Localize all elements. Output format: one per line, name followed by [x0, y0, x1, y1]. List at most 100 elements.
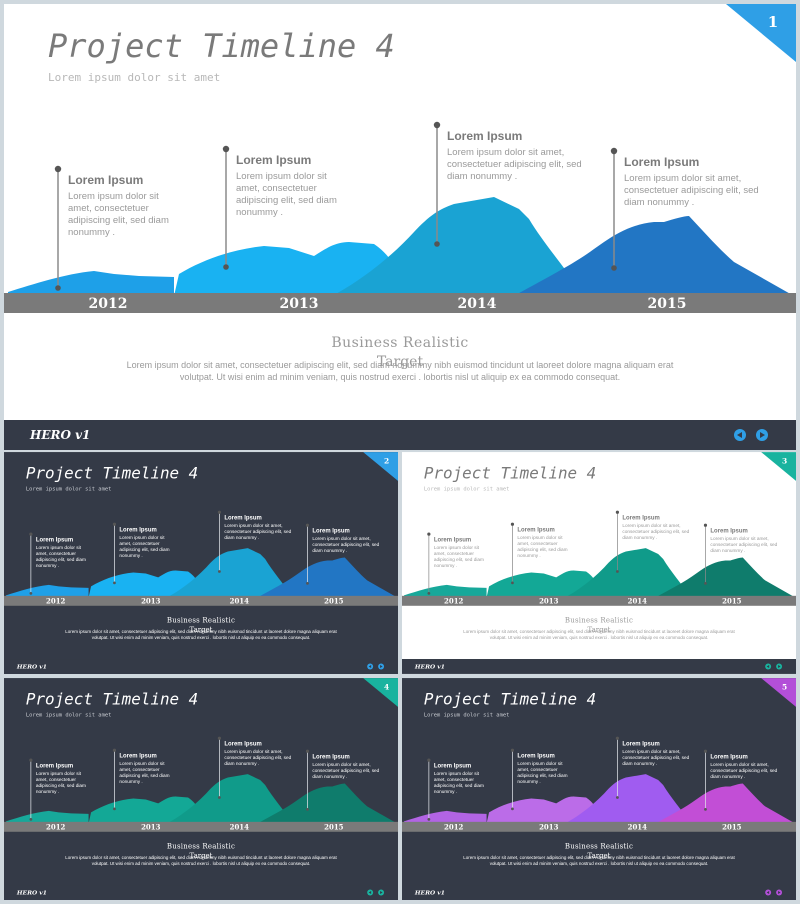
section-overlay-word: Target — [588, 626, 611, 634]
timeline-area-473 — [565, 548, 691, 598]
previous-slide-button[interactable] — [367, 663, 374, 670]
chevron-right-icon — [778, 664, 781, 668]
slide-canvas: 2 Project Timeline 4 Lorem ipsum dolor sit… — [4, 452, 398, 674]
callout-text-line: Lorem ipsum dolor sit amet, — [312, 762, 370, 768]
callout-text-line: amet, consectetuer — [434, 777, 475, 783]
callout-title: Lorem Ipsum — [119, 528, 156, 534]
slide-number: 5 — [782, 683, 787, 692]
timeline-area-104 — [403, 584, 487, 598]
pin-foot — [434, 241, 440, 247]
callout-text-line: Lorem ipsum dolor sit — [434, 545, 480, 551]
callout-text-line: Lorem ipsum dolor sit — [236, 171, 327, 182]
callout-text-line: amet, consectetuer — [517, 541, 558, 547]
chevron-left-icon — [368, 664, 372, 668]
previous-slide-button[interactable] — [734, 429, 746, 441]
slide-title: Project Timeline 4 — [424, 463, 596, 482]
pin-head — [703, 749, 708, 753]
slide-subtitle: Lorem ipsum dolor sit amet — [26, 486, 112, 492]
section-overlay-word: Target — [377, 354, 424, 370]
pin-head — [305, 749, 310, 753]
pin-head — [29, 532, 33, 536]
pin-head — [510, 748, 515, 752]
slide-number: 3 — [782, 457, 787, 466]
year-axis-band — [402, 821, 796, 832]
callout-text-line: amet, consectetuer — [36, 551, 77, 557]
callout-text-line: consectetuer adipiscing elit, sed — [447, 159, 582, 170]
pin-foot — [427, 817, 431, 821]
timeline-area-663 — [655, 557, 796, 598]
callout-text-line: Lorem ipsum dolor sit amet, — [447, 147, 564, 158]
slide-title-text: Project Timeline 4 — [26, 689, 198, 708]
timeline-area-473 — [167, 548, 293, 598]
callout-title: Lorem Ipsum — [312, 529, 349, 535]
pin-head — [427, 758, 431, 762]
slide-subtitle: Lorem ipsum dolor sit amet — [26, 712, 112, 718]
chevron-right-icon — [760, 432, 765, 438]
callout-text-line: Lorem ipsum dolor sit — [119, 535, 165, 541]
section-title: Business Realistic — [331, 335, 468, 351]
callout-text-line: adipiscing elit, sed diam — [517, 773, 567, 779]
slide-footer — [4, 885, 398, 900]
timeline-area-295 — [88, 570, 204, 598]
callout-text-line: adipiscing elit, sed diam — [68, 215, 169, 226]
callout-text-line: consectetuer adipiscing elit, sed — [710, 768, 777, 774]
next-slide-button[interactable] — [378, 889, 385, 896]
next-slide-button[interactable] — [776, 889, 783, 896]
callout-text-line: diam nonummy . — [224, 535, 259, 541]
callout-title: Lorem Ipsum — [710, 529, 747, 535]
callout-text-line: diam nonummy . — [312, 774, 347, 780]
pin-head — [217, 510, 221, 514]
timeline-area-104 — [5, 810, 89, 824]
callout-text-line: adipiscing elit, sed diam — [434, 783, 484, 789]
slide-title-text: Project Timeline 4 — [48, 27, 395, 65]
slide-number: 1 — [768, 13, 778, 31]
callout-text-line: consectetuer adipiscing elit, sed — [710, 542, 777, 548]
pin-foot — [218, 570, 221, 573]
year-label: 2015 — [324, 822, 344, 831]
callout-title: Lorem Ipsum — [710, 755, 747, 761]
callout-text-line: diam nonummy . — [224, 761, 259, 767]
slide-4[interactable]: 4 Project Timeline 4 Lorem ipsum dolor sit… — [4, 678, 398, 900]
slide-5[interactable]: 5 Project Timeline 4 Lorem ipsum dolor sit… — [402, 678, 796, 900]
next-slide-button[interactable] — [378, 663, 385, 670]
pin-foot — [704, 808, 707, 811]
callout-text-line: amet, consectetuer — [36, 777, 77, 783]
chevron-left-icon — [766, 664, 770, 668]
body-text-line-1: Lorem ipsum dolor sit amet, consectetuer… — [127, 360, 674, 370]
slide-2[interactable]: 2 Project Timeline 4 Lorem ipsum dolor sit… — [4, 452, 398, 674]
callout-text-line: nonummy . — [517, 554, 540, 559]
timeline-area-663 — [514, 216, 794, 296]
pin-head — [112, 748, 117, 752]
year-label: 2013 — [141, 822, 161, 831]
slide-number-corner — [363, 452, 398, 481]
callout-text-line: Lorem ipsum dolor sit — [36, 545, 82, 551]
slide-number-corner — [761, 678, 796, 707]
chevron-right-icon — [380, 664, 383, 668]
callout-title: Lorem Ipsum — [224, 742, 261, 748]
previous-slide-button[interactable] — [367, 889, 374, 896]
year-label: 2015 — [722, 596, 742, 605]
slide-1[interactable]: 1 Project Timeline 4 Lorem ipsum dolor sit… — [4, 4, 796, 450]
previous-slide-button[interactable] — [765, 889, 772, 896]
year-label: 2013 — [141, 596, 161, 605]
timeline-area-295 — [486, 796, 602, 824]
body-text-line-1: Lorem ipsum dolor sit amet, consectetuer… — [463, 855, 735, 860]
year-label: 2012 — [89, 296, 128, 312]
section-title: Business Realistic — [565, 617, 633, 625]
year-label: 2013 — [539, 596, 559, 605]
slide-3[interactable]: 3 Project Timeline 4 Lorem ipsum dolor sit… — [402, 452, 796, 674]
chevron-left-icon — [368, 890, 372, 894]
year-label: 2014 — [230, 822, 250, 831]
callout-text-line: adipiscing elit, sed diam — [434, 557, 484, 563]
callout-text-line: diam nonummy . — [312, 548, 347, 554]
pin-foot — [113, 807, 116, 811]
pin-foot — [616, 570, 619, 573]
next-slide-button[interactable] — [756, 429, 768, 441]
timeline-area-104 — [5, 584, 89, 598]
callout-text-line: consectetuer adipiscing elit, sed — [622, 755, 689, 761]
next-slide-button[interactable] — [776, 663, 783, 670]
footer-logo: HERO v1 — [414, 663, 445, 670]
year-label: 2015 — [722, 822, 742, 831]
previous-slide-button[interactable] — [765, 663, 772, 670]
callout-text-line: nonummy . — [236, 207, 283, 218]
